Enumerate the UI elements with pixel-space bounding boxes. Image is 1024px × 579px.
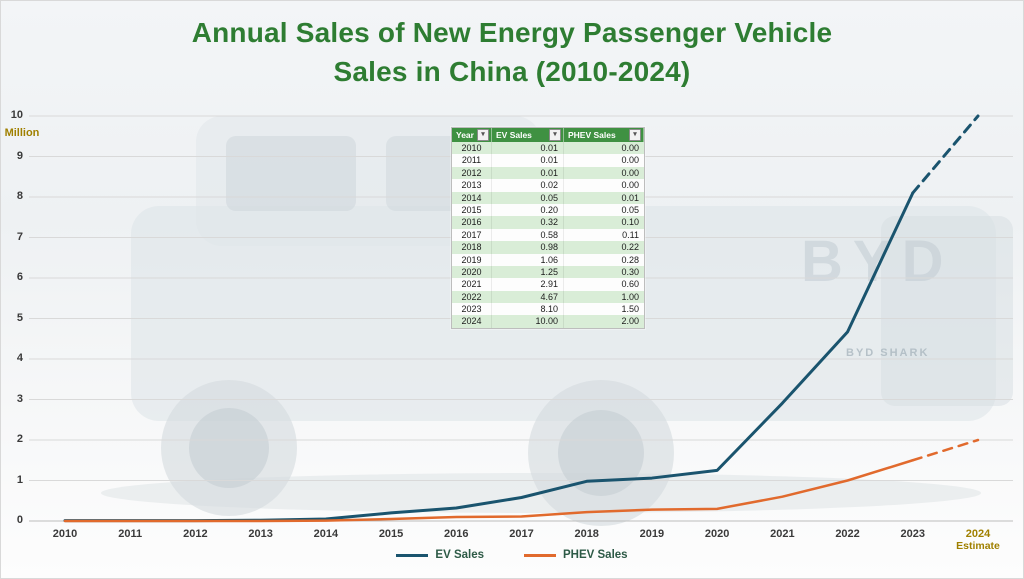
phev-line-swatch [524,553,556,557]
table-row: 2014 0.05 0.01 [452,191,644,204]
table-cell-year: 2024 [452,315,492,328]
table-cell-ev-sales: 4.67 [492,290,564,304]
table-cell-year: 2012 [452,166,492,180]
table-cell-ev-sales: 0.05 [492,191,564,204]
table-cell-phev-sales: 1.50 [621,304,639,315]
legend-label-ev-sales: EV Sales [435,549,484,561]
table-cell-phev-sales: 0.22 [621,242,639,253]
table-cell-ev-sales: 8.10 [492,303,564,316]
chart-title-line2: Sales in China (2010-2024) [333,56,691,87]
table-cell-year: 2013 [452,179,492,192]
table-cell-phev-sales: 0.60 [621,279,639,290]
table-cell-year: 2016 [452,216,492,229]
y-axis-unit-label: Million [4,127,40,139]
phev-sales-line-estimate[interactable] [911,438,980,462]
byd-shark-badge-text: BYD SHARK [846,347,929,359]
chart-title: Annual Sales of New Energy Passenger Veh… [1,13,1023,91]
table-cell-year: 2018 [452,241,492,254]
table-header-cell: EV Sales ▾ [492,128,564,142]
truck-window [226,136,356,211]
table-cell-year: 2020 [452,265,492,279]
filter-dropdown-button[interactable]: ▾ [477,129,489,141]
table-row: 2018 0.98 0.22 [452,241,644,254]
table-cell-ev-sales: 0.01 [492,166,564,180]
table-cell-year: 2011 [452,154,492,167]
table-row: 2020 1.25 0.30 [452,265,644,279]
legend: EV Sales PHEV Sales [1,549,1023,561]
filter-dropdown-button[interactable]: ▾ [549,129,561,141]
table-cell-ev-sales: 1.25 [492,265,564,279]
table-cell-phev-sales: 0.05 [621,204,639,215]
table-cell-phev-sales: 0.00 [621,155,639,166]
truck-wheel-rear-hub [189,408,269,488]
table-cell-ev-sales: 0.02 [492,179,564,192]
data-table: Year ▾ EV Sales ▾ PHEV Sales ▾ 2010 0.01 0.00 201… [451,127,645,329]
table-row: 2012 0.01 0.00 [452,166,644,180]
table-cell-year: 2015 [452,203,492,217]
legend-item-ev-sales[interactable]: EV Sales [396,549,484,561]
legend-item-phev-sales[interactable]: PHEV Sales [524,549,628,561]
table-cell-phev-sales: 2.00 [621,316,639,327]
table-header-cell: Year ▾ [452,128,492,142]
table-header-label: PHEV Sales [568,130,616,140]
ev-sales-line-estimate[interactable] [911,114,980,195]
table-header-label: Year [456,130,474,140]
table-row: 2023 8.10 1.50 [452,303,644,316]
table-cell-phev-sales: 0.00 [621,143,639,153]
table-cell-year: 2019 [452,253,492,266]
table-header-cell: PHEV Sales ▾ [564,128,644,142]
table-row: 2022 4.67 1.00 [452,290,644,304]
table-cell-phev-sales: 0.01 [621,192,639,203]
table-row: 2010 0.01 0.00 [452,142,644,155]
table-cell-ev-sales: 0.01 [492,154,564,167]
table-cell-year: 2023 [452,303,492,316]
table-cell-phev-sales: 0.00 [621,180,639,191]
table-row: 2019 1.06 0.28 [452,253,644,266]
table-cell-year: 2022 [452,290,492,304]
table-cell-phev-sales: 0.00 [621,167,639,178]
byd-watermark-text: BYD [801,229,953,294]
table-cell-phev-sales: 1.00 [621,291,639,302]
table-cell-phev-sales: 0.10 [621,217,639,228]
table-cell-ev-sales: 0.98 [492,241,564,254]
phev-sales-line[interactable] [63,459,915,523]
ev-line-swatch [396,553,429,557]
chart-title-line1: Annual Sales of New Energy Passenger Veh… [191,17,833,48]
table-cell-phev-sales: 0.11 [622,229,639,240]
table-row: 2011 0.01 0.00 [452,154,644,167]
table-header-label: EV Sales [496,130,532,140]
table-cell-ev-sales: 0.58 [492,228,564,242]
table-cell-year: 2021 [452,278,492,291]
table-cell-ev-sales: 0.20 [492,203,564,217]
table-row: 2016 0.32 0.10 [452,216,644,229]
table-row: 2015 0.20 0.05 [452,203,644,217]
table-cell-phev-sales: 0.28 [621,254,639,265]
table-cell-ev-sales: 10.00 [492,315,564,328]
truck-wheel-front-hub [558,410,644,496]
table-cell-year: 2017 [452,228,492,242]
table-row: 2013 0.02 0.00 [452,179,644,192]
legend-label-phev-sales: PHEV Sales [563,549,628,561]
table-cell-phev-sales: 0.30 [621,266,639,277]
table-cell-ev-sales: 1.06 [492,253,564,266]
table-cell-ev-sales: 0.32 [492,216,564,229]
table-cell-year: 2014 [452,191,492,204]
table-cell-ev-sales: 0.01 [492,142,564,155]
table-header-row: Year ▾ EV Sales ▾ PHEV Sales ▾ [452,128,644,142]
table-cell-year: 2010 [452,142,492,155]
table-cell-ev-sales: 2.91 [492,278,564,291]
table-row: 2017 0.58 0.11 [452,228,644,242]
table-row: 2021 2.91 0.60 [452,278,644,291]
filter-dropdown-button[interactable]: ▾ [629,129,641,141]
table-row: 2024 10.00 2.00 [452,315,644,328]
